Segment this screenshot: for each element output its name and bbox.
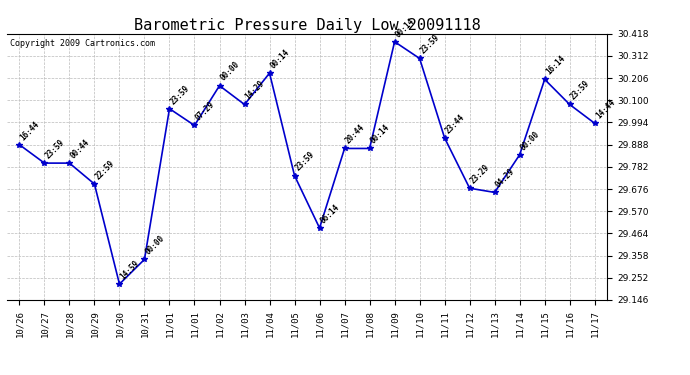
Text: 23:59: 23:59 (569, 79, 591, 102)
Title: Barometric Pressure Daily Low 20091118: Barometric Pressure Daily Low 20091118 (134, 18, 480, 33)
Text: 14:44: 14:44 (594, 98, 617, 121)
Text: 16:44: 16:44 (19, 119, 41, 142)
Text: 00:00: 00:00 (219, 60, 241, 83)
Text: 22:59: 22:59 (94, 159, 117, 181)
Text: 23:59: 23:59 (168, 83, 191, 106)
Text: 00:00: 00:00 (144, 234, 166, 256)
Text: 00:00: 00:00 (519, 129, 542, 152)
Text: 00:44: 00:44 (68, 138, 91, 160)
Text: 16:14: 16:14 (544, 54, 566, 76)
Text: 20:44: 20:44 (344, 123, 366, 146)
Text: 00:14: 00:14 (368, 123, 391, 146)
Text: 07:29: 07:29 (194, 100, 217, 123)
Text: 23:29: 23:29 (469, 163, 491, 186)
Text: 14:59: 14:59 (119, 259, 141, 281)
Text: 00:14: 00:14 (394, 16, 417, 39)
Text: 00:14: 00:14 (268, 48, 291, 70)
Text: 06:14: 06:14 (319, 202, 342, 225)
Text: 23:59: 23:59 (43, 138, 66, 160)
Text: Copyright 2009 Cartronics.com: Copyright 2009 Cartronics.com (10, 39, 155, 48)
Text: 04:29: 04:29 (494, 167, 517, 190)
Text: 23:59: 23:59 (294, 150, 317, 173)
Text: 23:59: 23:59 (419, 33, 442, 56)
Text: 23:44: 23:44 (444, 112, 466, 135)
Text: 14:29: 14:29 (244, 79, 266, 102)
